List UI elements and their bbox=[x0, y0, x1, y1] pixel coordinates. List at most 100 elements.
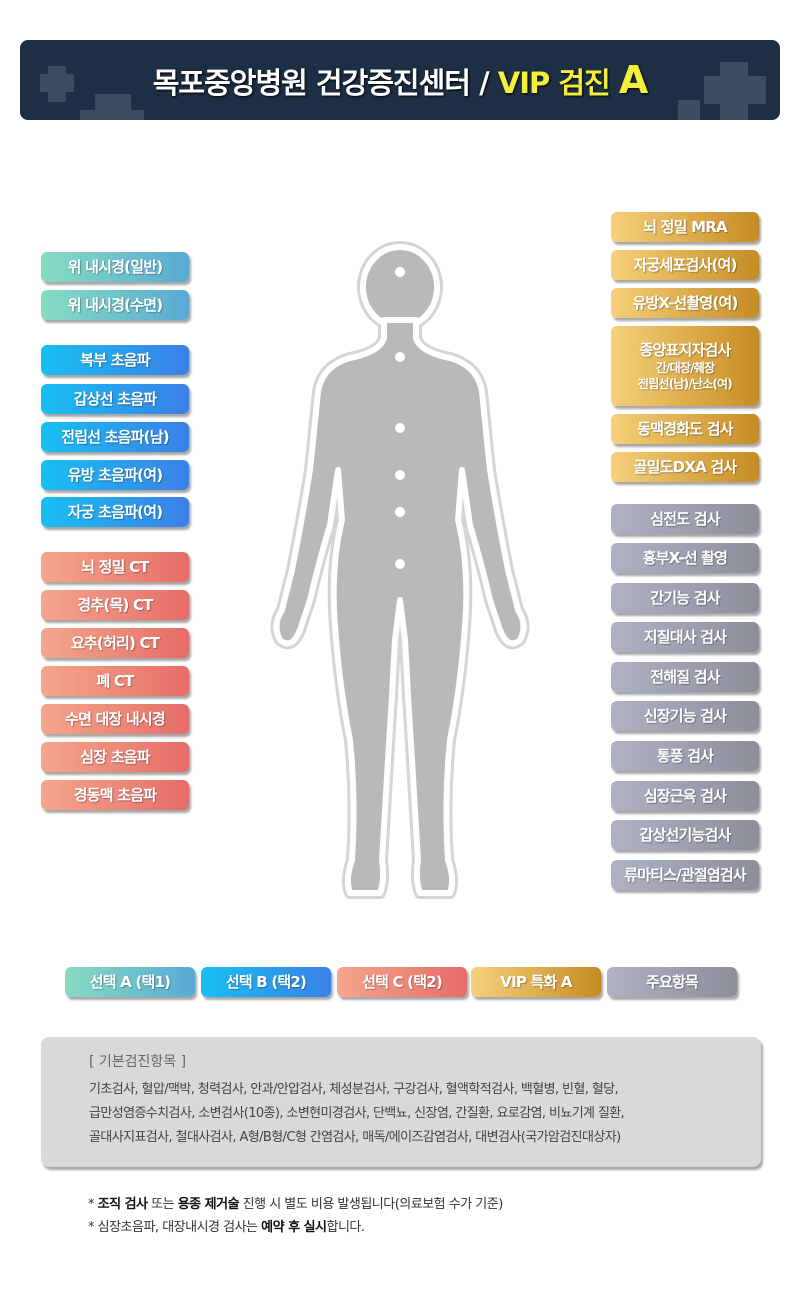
exam-item-label: 흉부X-선 촬영 bbox=[642, 548, 728, 567]
exam-item-button[interactable]: 심장 초음파 bbox=[41, 742, 189, 772]
exam-item-button[interactable]: 심전도 검사 bbox=[611, 504, 759, 534]
exam-item-button[interactable]: 자궁세포검사(여) bbox=[611, 250, 759, 280]
exam-item-label: 폐 CT bbox=[96, 671, 134, 690]
exam-item-button[interactable]: 류마티스/관절염검사 bbox=[611, 860, 759, 890]
body-point-marker bbox=[395, 267, 405, 277]
body-point-marker bbox=[395, 470, 405, 480]
decorative-cross bbox=[678, 100, 700, 120]
exam-item-label: 선택 B (택2) bbox=[225, 972, 307, 991]
exam-item-button[interactable]: 자궁 초음파(여) bbox=[41, 497, 189, 527]
exam-item-button[interactable]: 신장기능 검사 bbox=[611, 701, 759, 731]
exam-item-label: 위 내시경(수면) bbox=[67, 295, 163, 314]
exam-item-button[interactable]: 심장근육 검사 bbox=[611, 781, 759, 811]
legend-item-blue: 선택 B (택2) bbox=[201, 967, 331, 997]
exam-item-label: 요추(허리) CT bbox=[70, 633, 160, 652]
exam-item-button[interactable]: 통풍 검사 bbox=[611, 741, 759, 771]
note-bold: 예약 후 실시 bbox=[261, 1220, 327, 1235]
exam-item-button[interactable]: 갑상선 초음파 bbox=[41, 384, 189, 414]
exam-item-label: 유방 초음파(여) bbox=[67, 465, 163, 484]
exam-item-label: 위 내시경(일반) bbox=[67, 257, 163, 276]
exam-item-button[interactable]: 복부 초음파 bbox=[41, 345, 189, 375]
exam-item-label: 뇌 정밀 MRA bbox=[643, 217, 727, 236]
exam-item-button[interactable]: 경추(목) CT bbox=[41, 590, 189, 620]
exam-item-label: 류마티스/관절염검사 bbox=[624, 865, 746, 884]
exam-item-label: 신장기능 검사 bbox=[643, 706, 727, 725]
basic-exam-line: 급만성염증수치검사, 소변검사(10종), 소변현미경검사, 단백뇨, 신장염,… bbox=[89, 1106, 625, 1121]
exam-item-label: 심장근육 검사 bbox=[643, 786, 727, 805]
exam-item-label: 간기능 검사 bbox=[650, 588, 720, 607]
exam-item-label: 선택 A (택1) bbox=[89, 972, 171, 991]
exam-item-button[interactable]: 위 내시경(수면) bbox=[41, 290, 189, 320]
decorative-cross bbox=[704, 76, 766, 104]
exam-item-button[interactable]: 경동맥 초음파 bbox=[41, 780, 189, 810]
title-main: 목포중앙병원 건강증진센터 / bbox=[152, 66, 490, 100]
exam-item-label: 복부 초음파 bbox=[80, 350, 150, 369]
exam-item-button[interactable]: 위 내시경(일반) bbox=[41, 252, 189, 282]
exam-item-button[interactable]: 유방X-선촬영(여) bbox=[611, 288, 759, 318]
basic-exam-box: [ 기본검진항목 ] 기초검사, 혈압/맥박, 청력검사, 안과/안압검사, 체… bbox=[41, 1037, 761, 1167]
exam-item-sublabel: 전립선(남)/난소(여) bbox=[637, 377, 733, 392]
exam-item-label: 경추(목) CT bbox=[77, 595, 153, 614]
exam-item-label: 지질대사 검사 bbox=[643, 627, 727, 646]
title-vip: VIP 검진 bbox=[497, 66, 611, 100]
exam-item-button[interactable]: 전립선 초음파(남) bbox=[41, 422, 189, 452]
decorative-cross bbox=[40, 74, 74, 92]
exam-item-label: 종양표지자검사 bbox=[639, 340, 731, 359]
body-point-marker bbox=[395, 423, 405, 433]
body-point-marker bbox=[395, 352, 405, 362]
legend-item-gold: VIP 특화 A bbox=[471, 967, 601, 997]
basic-exam-line: 골대사지표검사, 철대사검사, A형/B형/C형 간염검사, 매독/에이즈감염검… bbox=[89, 1130, 621, 1145]
exam-item-button[interactable]: 갑상선기능검사 bbox=[611, 820, 759, 850]
note-text: 심장초음파, 대장내시경 검사는 bbox=[94, 1220, 262, 1235]
note-bold: 용종 제거술 bbox=[177, 1197, 240, 1212]
exam-item-label: 주요항목 bbox=[645, 972, 699, 991]
exam-item-button[interactable]: 유방 초음파(여) bbox=[41, 460, 189, 490]
title-grade: A bbox=[618, 58, 648, 102]
legend-item-salmon: 선택 C (택2) bbox=[337, 967, 467, 997]
exam-item-label: 갑상선 초음파 bbox=[73, 389, 157, 408]
basic-exam-title: [ 기본검진항목 ] bbox=[89, 1054, 187, 1070]
basic-exam-line: 기초검사, 혈압/맥박, 청력검사, 안과/안압검사, 체성분검사, 구강검사,… bbox=[89, 1082, 619, 1097]
exam-item-label: 심전도 검사 bbox=[650, 509, 720, 528]
exam-item-button[interactable]: 요추(허리) CT bbox=[41, 628, 189, 658]
exam-item-label: 전립선 초음파(남) bbox=[61, 427, 169, 446]
exam-item-label: VIP 특화 A bbox=[500, 972, 572, 991]
legend-item-gray: 주요항목 bbox=[607, 967, 737, 997]
note-text: 진행 시 별도 비용 발생됩니다(의료보험 수가 기준) bbox=[239, 1197, 504, 1212]
note-star: * bbox=[88, 1220, 95, 1235]
notes: * 조직 검사 또는 용종 제거술 진행 시 별도 비용 발생됩니다(의료보험 … bbox=[88, 1193, 503, 1239]
exam-item-label: 뇌 정밀 CT bbox=[81, 557, 149, 576]
exam-item-button[interactable]: 동맥경화도 검사 bbox=[611, 414, 759, 444]
exam-item-button[interactable]: 골밀도DXA 검사 bbox=[611, 452, 759, 482]
exam-item-button[interactable]: 폐 CT bbox=[41, 666, 189, 696]
exam-item-label: 전해질 검사 bbox=[650, 667, 720, 686]
note-bold: 조직 검사 bbox=[97, 1197, 148, 1212]
exam-item-label: 심장 초음파 bbox=[80, 747, 150, 766]
exam-item-button[interactable]: 뇌 정밀 CT bbox=[41, 552, 189, 582]
exam-item-button[interactable]: 수면 대장 내시경 bbox=[41, 704, 189, 734]
exam-item-button[interactable]: 흉부X-선 촬영 bbox=[611, 543, 759, 573]
exam-item-label: 골밀도DXA 검사 bbox=[633, 457, 737, 476]
note-star: * bbox=[88, 1197, 95, 1212]
exam-item-button[interactable]: 지질대사 검사 bbox=[611, 622, 759, 652]
decorative-cross bbox=[80, 110, 144, 120]
page-title: 목포중앙병원 건강증진센터 / VIP 검진 A bbox=[20, 58, 780, 102]
legend-item-teal: 선택 A (택1) bbox=[65, 967, 195, 997]
exam-item-label: 경동맥 초음파 bbox=[73, 785, 157, 804]
note-1: * 조직 검사 또는 용종 제거술 진행 시 별도 비용 발생됩니다(의료보험 … bbox=[88, 1193, 503, 1216]
exam-item-label: 통풍 검사 bbox=[656, 746, 714, 765]
exam-item-button[interactable]: 전해질 검사 bbox=[611, 662, 759, 692]
exam-item-label: 수면 대장 내시경 bbox=[65, 709, 166, 728]
exam-item-button[interactable]: 뇌 정밀 MRA bbox=[611, 212, 759, 242]
exam-item-sublabel: 간/대장/췌장 bbox=[655, 360, 715, 375]
note-text: 합니다. bbox=[326, 1220, 366, 1235]
body-point-marker bbox=[395, 559, 405, 569]
exam-item-label: 유방X-선촬영(여) bbox=[632, 293, 738, 312]
exam-item-label: 동맥경화도 검사 bbox=[637, 419, 733, 438]
exam-item-button[interactable]: 간기능 검사 bbox=[611, 583, 759, 613]
body-point-marker bbox=[395, 507, 405, 517]
exam-item-label: 자궁 초음파(여) bbox=[67, 502, 163, 521]
exam-item-label: 자궁세포검사(여) bbox=[633, 255, 737, 274]
